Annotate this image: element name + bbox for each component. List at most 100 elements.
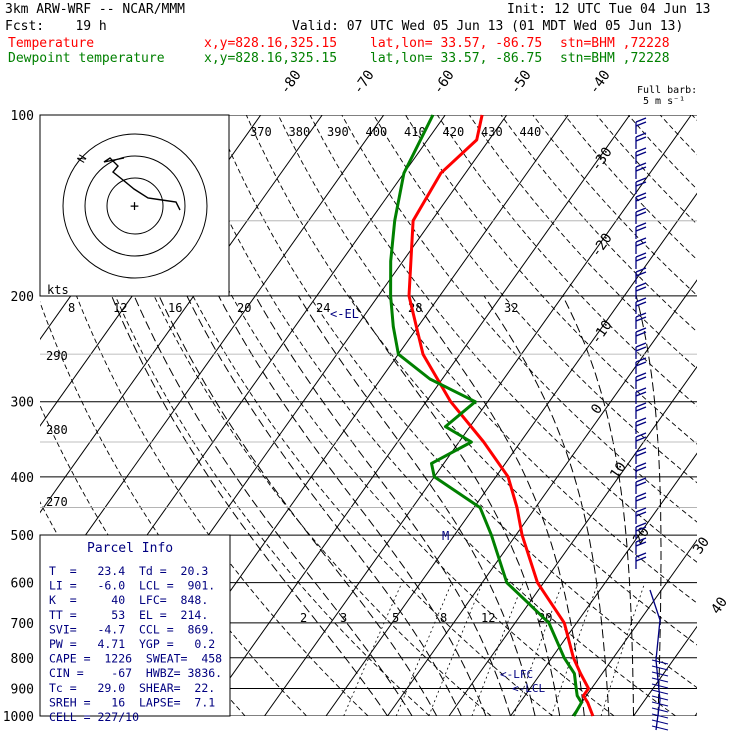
pressure-tick-label: 900 xyxy=(11,682,34,697)
lower-wind-barb xyxy=(651,689,669,695)
parcel-info-row: CAPE = 1226 SWEAT= 458 xyxy=(49,652,222,666)
wind-barb-flag xyxy=(635,181,647,187)
mixing-ratio-label: 8 xyxy=(440,611,447,625)
lower-wind-barb xyxy=(651,707,669,713)
wind-barb-flag xyxy=(635,132,647,138)
lower-wind-barb xyxy=(651,677,669,683)
theta-label: 420 xyxy=(443,125,465,139)
wind-barb-flag xyxy=(635,436,647,442)
isotherm-label: 30 xyxy=(690,534,713,557)
wind-barb-flag xyxy=(635,552,647,558)
isotherm-label: -20 xyxy=(588,230,616,260)
lower-wind-barb xyxy=(651,659,669,665)
theta-label: 440 xyxy=(520,125,542,139)
barb-legend-line1: Full barb: xyxy=(637,85,697,96)
moist-adiabat xyxy=(411,295,585,716)
wind-barb-flag xyxy=(635,286,647,292)
wind-barb-flag xyxy=(635,177,647,183)
isotherm xyxy=(510,452,697,716)
hodograph-ring-label: 8 xyxy=(68,301,75,315)
dry-adiabat xyxy=(596,115,697,225)
wind-barb-flag xyxy=(635,432,647,438)
wind-barb-flag xyxy=(635,466,647,472)
wind-barb-flag xyxy=(635,252,647,258)
init-time: Init: 12 UTC Tue 04 Jun 13 xyxy=(507,2,711,17)
pressure-tick-label: 500 xyxy=(11,529,34,544)
wind-barb-flag xyxy=(635,211,647,217)
lower-wind-barb xyxy=(651,701,669,707)
wind-barb-flag xyxy=(635,117,647,123)
wind-barb-flag xyxy=(635,421,647,427)
theta-label: 370 xyxy=(250,125,272,139)
wind-barb-flag xyxy=(635,297,647,303)
isotherm-label: -50 xyxy=(507,67,535,97)
pressure-tick-label: 600 xyxy=(11,577,34,592)
parcel-info-row: Tc = 29.0 SHEAR= 22. xyxy=(49,681,215,695)
wind-barb-flag xyxy=(635,376,647,382)
parcel-info-row: TT = 53 EL = 214. xyxy=(49,608,208,622)
pressure-tick-label: 800 xyxy=(11,652,34,667)
wind-barb-flag xyxy=(635,447,647,453)
wind-barb-flag xyxy=(635,406,647,412)
dry-adiabat xyxy=(405,115,697,445)
dry-adiabat xyxy=(627,115,697,190)
isotherm xyxy=(202,115,631,716)
mixing-ratio-line xyxy=(471,582,524,716)
mixing-ratio-label: 12 xyxy=(481,611,495,625)
isotherm xyxy=(40,115,323,514)
wind-barb-flag xyxy=(635,522,647,528)
wind-barb-flag xyxy=(635,316,647,322)
dry-adiabat xyxy=(564,115,697,261)
hodograph-ring-label: 24 xyxy=(316,301,330,315)
wind-barb-flag xyxy=(635,162,647,168)
hodograph-trace xyxy=(103,157,181,211)
wind-barb-flag xyxy=(635,391,647,397)
parcel-info-row: SREH = 16 LAPSE= 7.1 xyxy=(49,695,215,709)
wind-barb-flag xyxy=(635,537,647,543)
parcel-info-title: Parcel Info xyxy=(87,541,173,556)
wind-barb-flag xyxy=(635,327,647,333)
dry-adiabat xyxy=(309,115,697,563)
wind-barb-flag xyxy=(635,282,647,288)
parcel-info-row: T = 23.4 Td = 20.3 xyxy=(49,564,208,578)
theta-label: 380 xyxy=(289,125,311,139)
pressure-tick-label: 300 xyxy=(11,396,34,411)
pressure-tick-label: 1000 xyxy=(3,710,34,725)
lower-wind-barb xyxy=(651,725,669,731)
isotherm xyxy=(571,539,697,716)
isotherm-label: 40 xyxy=(708,594,731,617)
wind-barb-flag xyxy=(635,312,647,318)
isotherm-label: -30 xyxy=(588,144,616,174)
dry-adiabat xyxy=(436,115,697,407)
mixing-ratio-line xyxy=(395,582,453,716)
isotherm xyxy=(448,365,697,716)
isotherm-label: -10 xyxy=(588,317,616,347)
pressure-tick-label: 100 xyxy=(11,109,34,124)
isotherm xyxy=(387,279,697,716)
dry-adiabat xyxy=(277,115,697,604)
isotherm xyxy=(325,192,697,716)
wind-barb-flag xyxy=(635,267,647,273)
theta-label: 390 xyxy=(327,125,349,139)
parcel-info-row: SVI= -4.7 CCL = 869. xyxy=(49,622,215,636)
wind-barb-flag xyxy=(635,462,647,468)
wind-barb-flag xyxy=(635,256,647,262)
lfc-marker: <-LFC xyxy=(500,668,533,681)
wind-barb-flag xyxy=(635,192,647,198)
wind-barb-flag xyxy=(635,346,647,352)
wind-barb-flag xyxy=(635,331,647,337)
isotherm xyxy=(40,115,385,600)
forecast-hour: Fcst: 19 h xyxy=(5,19,107,34)
dry-adiabat-label: 270 xyxy=(46,495,68,509)
wind-barb-flag xyxy=(635,207,647,213)
theta-label: 410 xyxy=(404,125,426,139)
wind-barb-flag xyxy=(635,237,647,243)
wind-barb-flag xyxy=(635,151,647,157)
barb-legend-line2: 5 m s⁻¹ xyxy=(643,96,685,107)
wind-barb-flag xyxy=(635,556,647,562)
mixing-ratio-line xyxy=(600,582,646,716)
wind-barb-flag xyxy=(635,417,647,423)
dry-adiabat xyxy=(691,115,697,121)
wind-barb-flag xyxy=(635,507,647,513)
moist-adiabat xyxy=(254,295,511,716)
